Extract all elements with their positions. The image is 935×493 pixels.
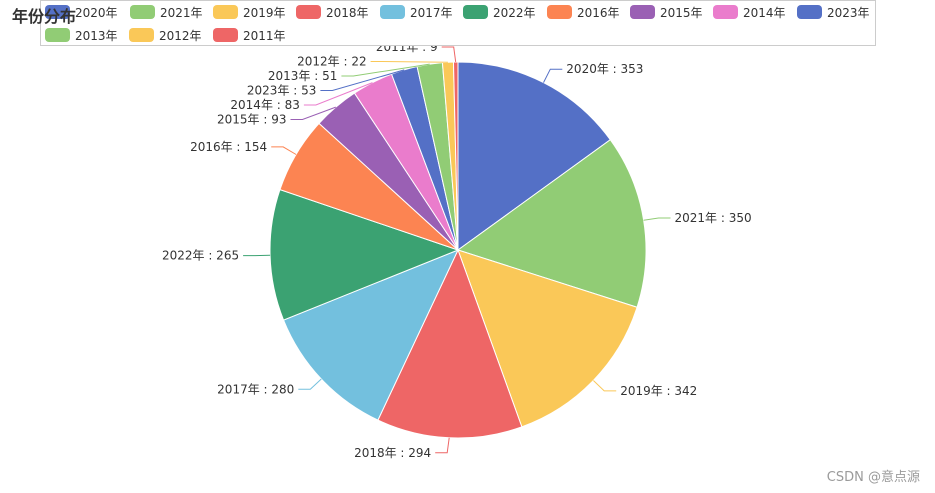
data-label-2014年: 2014年 : 83 <box>230 98 299 112</box>
legend-item-2016年[interactable]: 2016年 <box>547 3 620 21</box>
legend-label: 2022年 <box>493 5 536 20</box>
label-line-2013年 <box>341 63 430 77</box>
data-label-2012年: 2012年 : 22 <box>297 55 366 69</box>
legend-item-2017年[interactable]: 2017年 <box>380 3 453 21</box>
data-label-2013年: 2013年 : 51 <box>268 69 337 83</box>
label-line-2015年 <box>290 106 336 120</box>
legend-item-2014年[interactable]: 2014年 <box>713 3 786 21</box>
legend-label: 2012年 <box>159 28 202 43</box>
data-label-2017年: 2017年 : 280 <box>217 382 294 396</box>
pie-slice-2018年[interactable] <box>377 248 523 439</box>
legend-label: 2014年 <box>743 5 786 20</box>
legend-swatch <box>129 28 154 42</box>
label-line-2021年 <box>643 217 671 221</box>
legend-swatch <box>547 5 572 19</box>
legend-label: 2017年 <box>410 5 453 20</box>
legend-swatch <box>380 5 405 19</box>
legend-swatch <box>213 5 238 19</box>
legend-swatch <box>45 5 70 19</box>
legend-item-2018年[interactable]: 2018年 <box>296 3 369 21</box>
legend-label: 2015年 <box>660 5 703 20</box>
label-line-2019年 <box>593 380 617 392</box>
label-line-2014年 <box>303 82 373 106</box>
legend-item-2021年[interactable]: 2021年 <box>130 3 203 21</box>
legend-label: 2018年 <box>326 5 369 20</box>
legend-swatch <box>463 5 488 19</box>
legend-swatch <box>713 5 738 19</box>
legend: 2020年 2021年 2019年 2018年 2017年 2022年 2016年 2015年… <box>40 0 876 46</box>
legend-swatch <box>296 5 321 19</box>
label-line-2020年 <box>543 68 563 83</box>
legend-label: 2011年 <box>243 28 286 43</box>
legend-swatch <box>45 28 70 42</box>
legend-label: 2021年 <box>160 5 203 20</box>
legend-label: 2020年 <box>75 5 118 20</box>
label-line-2012年 <box>370 61 448 63</box>
legend-swatch <box>213 28 238 42</box>
legend-swatch <box>130 5 155 19</box>
data-label-2015年: 2015年 : 93 <box>217 113 286 127</box>
legend-label: 2019年 <box>243 5 286 20</box>
data-label-2019年: 2019年 : 342 <box>620 384 697 398</box>
legend-item-2023年[interactable]: 2023年 <box>797 3 870 21</box>
data-label-2023年: 2023年 : 53 <box>247 84 316 98</box>
pie-slice-2019年[interactable] <box>457 249 638 428</box>
chart-title: 年份分布 <box>12 7 77 26</box>
legend-item-2012年[interactable]: 2012年 <box>129 26 202 44</box>
label-line-2017年 <box>298 378 322 390</box>
legend-label: 2023年 <box>827 5 870 20</box>
legend-swatch <box>797 5 822 19</box>
label-line-2023年 <box>320 69 405 91</box>
data-label-2016年: 2016年 : 154 <box>190 140 267 154</box>
data-label-2018年: 2018年 : 294 <box>354 446 431 460</box>
pie-slice-2017年[interactable] <box>282 249 459 421</box>
pie-slice-2011年[interactable] <box>452 61 459 251</box>
legend-item-2020年[interactable]: 2020年 <box>45 3 118 21</box>
data-label-2022年: 2022年 : 265 <box>162 249 239 263</box>
data-label-2020年: 2020年 : 353 <box>566 62 643 76</box>
legend-item-2015年[interactable]: 2015年 <box>630 3 703 21</box>
legend-item-2011年[interactable]: 2011年 <box>213 26 286 44</box>
label-line-2011年 <box>441 46 457 63</box>
legend-item-2019年[interactable]: 2019年 <box>213 3 286 21</box>
label-line-2016年 <box>271 146 297 155</box>
data-label-2021年: 2021年 : 350 <box>675 211 752 225</box>
legend-item-2013年[interactable]: 2013年 <box>45 26 118 44</box>
legend-item-2022年[interactable]: 2022年 <box>463 3 536 21</box>
legend-swatch <box>630 5 655 19</box>
label-line-2018年 <box>435 437 450 454</box>
legend-label: 2013年 <box>75 28 118 43</box>
legend-label: 2016年 <box>577 5 620 20</box>
watermark: CSDN @意点源 <box>826 470 920 485</box>
